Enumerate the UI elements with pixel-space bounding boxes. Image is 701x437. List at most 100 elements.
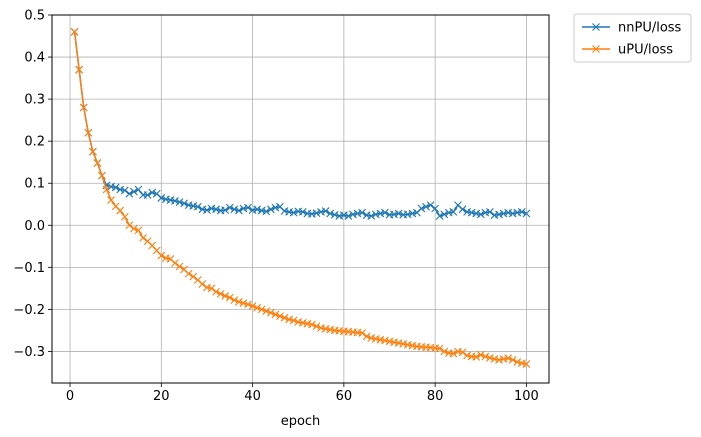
data-point xyxy=(253,205,262,214)
data-point xyxy=(472,353,481,361)
data-point xyxy=(175,262,184,271)
data-point xyxy=(449,349,458,358)
data-point xyxy=(440,210,449,219)
data-point xyxy=(344,212,353,220)
grid xyxy=(52,14,549,383)
data-point xyxy=(312,322,321,331)
data-point xyxy=(125,221,134,230)
data-point xyxy=(212,287,220,296)
data-point xyxy=(216,289,225,298)
data-point xyxy=(193,202,202,211)
y-tick-label: 0.3 xyxy=(24,93,45,108)
legend-label: uPU/loss xyxy=(618,43,673,58)
data-point xyxy=(207,284,216,293)
data-point xyxy=(98,171,106,180)
plot-frame xyxy=(51,14,550,384)
y-tick-label: −0.3 xyxy=(13,345,45,360)
legend-marker xyxy=(592,23,600,31)
data-point xyxy=(312,209,321,217)
data-point xyxy=(157,251,166,260)
data-point xyxy=(234,297,243,306)
data-point xyxy=(198,280,207,289)
series-layer xyxy=(70,27,531,368)
data-point xyxy=(476,210,485,219)
data-point xyxy=(70,27,79,36)
data-point xyxy=(422,202,430,211)
data-point xyxy=(435,344,444,353)
data-point xyxy=(458,205,467,214)
data-point xyxy=(508,355,517,364)
data-point xyxy=(362,332,371,341)
legend: nnPU/loss uPU/loss xyxy=(573,13,692,63)
series-line xyxy=(73,31,527,217)
data-point xyxy=(381,208,389,217)
data-point xyxy=(476,350,485,359)
data-point xyxy=(189,272,198,281)
data-point xyxy=(139,234,147,242)
data-point xyxy=(125,189,134,198)
data-point xyxy=(367,212,376,220)
data-point xyxy=(84,128,93,137)
data-point xyxy=(253,303,262,312)
legend-box xyxy=(573,13,692,63)
y-tick-label: −0.1 xyxy=(13,261,45,276)
data-point xyxy=(212,205,220,214)
data-point xyxy=(120,212,129,221)
data-point xyxy=(102,185,111,194)
data-point xyxy=(517,207,526,216)
x-tick-label: 20 xyxy=(153,389,170,404)
data-point xyxy=(148,188,157,197)
data-point xyxy=(358,329,367,337)
data-point xyxy=(75,65,84,74)
x-tick-label: 40 xyxy=(244,389,261,404)
y-tick-label: 0.5 xyxy=(24,9,45,24)
x-tick-label: 60 xyxy=(336,389,353,404)
data-point xyxy=(262,207,271,216)
data-point xyxy=(93,159,102,167)
data-point xyxy=(111,183,120,192)
legend-entry: uPU/loss xyxy=(582,43,673,58)
data-point xyxy=(234,206,243,215)
data-point xyxy=(239,299,248,307)
data-point xyxy=(458,348,467,357)
data-point xyxy=(107,196,115,204)
data-point xyxy=(289,316,298,325)
data-point xyxy=(321,207,330,215)
data-point xyxy=(435,212,444,220)
data-point xyxy=(134,226,143,235)
data-point xyxy=(244,203,252,212)
y-tick-label: 0.1 xyxy=(24,177,45,192)
x-tick-label: 80 xyxy=(427,389,444,404)
y-tick-label: 0.2 xyxy=(24,135,45,150)
y-tick-label: 0.4 xyxy=(24,51,45,66)
data-point xyxy=(175,198,184,207)
data-point xyxy=(298,207,307,216)
legend-label: nnPU/loss xyxy=(618,21,682,36)
data-point xyxy=(79,103,88,112)
ticks: 0 20 40 60 80 100 −0.3 −0.2 −0.1 0.0 0.1 0.2 0.3 0.4 0… xyxy=(13,9,538,405)
x-axis-label: epoch xyxy=(281,414,321,429)
y-tick-label: −0.2 xyxy=(13,303,45,318)
data-point xyxy=(522,360,531,368)
data-point xyxy=(308,320,316,329)
data-point xyxy=(431,204,440,213)
data-point xyxy=(257,305,266,314)
data-point xyxy=(426,201,435,209)
data-point xyxy=(230,205,239,214)
data-point xyxy=(88,147,97,156)
data-point xyxy=(266,308,275,317)
data-point xyxy=(184,269,193,278)
data-point xyxy=(180,199,189,208)
data-point xyxy=(143,191,152,199)
data-point xyxy=(276,312,284,321)
data-point xyxy=(449,207,458,216)
data-point xyxy=(504,354,513,363)
data-point xyxy=(417,204,426,213)
data-point xyxy=(225,293,234,302)
data-point xyxy=(271,310,280,319)
data-point xyxy=(130,224,138,233)
data-point xyxy=(225,203,234,212)
data-point xyxy=(486,353,494,362)
data-point xyxy=(221,292,230,300)
